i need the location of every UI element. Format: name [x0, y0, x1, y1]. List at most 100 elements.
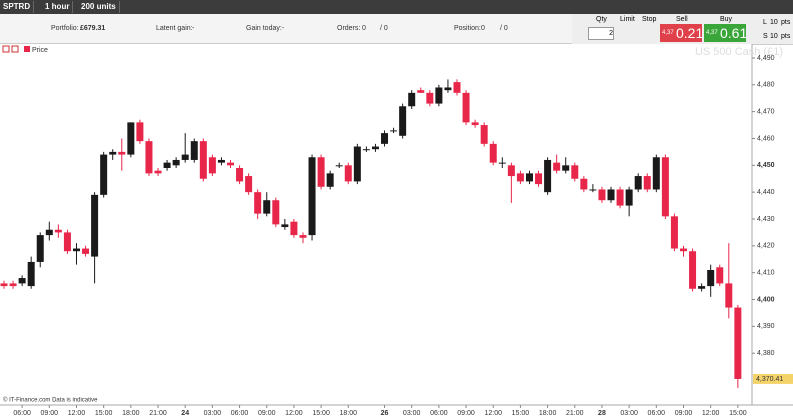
candle-body: [716, 267, 724, 284]
candle-body: [335, 165, 343, 167]
l-value[interactable]: 10: [770, 19, 778, 26]
candle-body: [652, 157, 660, 190]
candle-body: [236, 168, 244, 182]
x-tick-label: 18:00: [340, 410, 358, 417]
candle-body: [553, 162, 561, 171]
orders-total[interactable]: / 0: [380, 25, 388, 32]
candle-body: [453, 82, 461, 93]
x-tick-label: 15:00: [95, 410, 113, 417]
candle-body: [698, 286, 706, 289]
zoom-in[interactable]: [2, 45, 10, 53]
candle-body: [471, 122, 479, 126]
x-tick-label: 28: [598, 410, 606, 417]
instrument-select[interactable]: SPTRD: [0, 1, 35, 13]
y-tick-label: 4,460: [757, 135, 775, 142]
candle-body: [190, 141, 198, 160]
candle-body: [371, 146, 379, 150]
plot-area: [0, 44, 752, 405]
portfolio-label: Portfolio:: [51, 25, 79, 32]
x-tick-label: 24: [181, 410, 189, 417]
candle-body: [217, 159, 225, 163]
candle-body: [227, 162, 234, 166]
candle-body: [272, 200, 280, 225]
candle-body: [670, 216, 678, 249]
sell-label: Sell: [676, 16, 688, 23]
y-tick-label: 4,430: [757, 216, 775, 223]
y-tick-label: 4,420: [757, 243, 775, 250]
sell-big: 4,37: [662, 30, 674, 36]
s-value[interactable]: 10: [770, 33, 778, 40]
buy-label: Buy: [720, 16, 733, 23]
legend-label: Price: [32, 47, 48, 54]
x-tick-label: 06:00: [648, 410, 666, 417]
x-tick-label: 06:00: [430, 410, 448, 417]
candle-body: [145, 141, 153, 174]
last-price-label: 4,370.41: [756, 376, 783, 383]
candle-body: [118, 151, 126, 155]
candle-body: [435, 87, 443, 104]
x-tick-label: 18:00: [539, 410, 557, 417]
candle-body: [82, 248, 90, 254]
status-strip: Portfolio: £679.31 Latent gain: - Gain t…: [0, 14, 572, 44]
candle-body: [317, 157, 325, 187]
candle-body: [444, 87, 452, 91]
limit-button[interactable]: Limit: [620, 16, 635, 23]
candle-body: [344, 165, 352, 182]
portfolio: £679.31: [80, 25, 106, 32]
qty-input[interactable]: 2: [588, 27, 614, 40]
candle-body: [54, 229, 62, 233]
x-tick-label: 03:00: [620, 410, 638, 417]
candle-body: [27, 261, 35, 287]
candle-body: [163, 162, 171, 169]
sell-button[interactable]: 4,37 0.21: [660, 24, 704, 42]
zoom-out[interactable]: [11, 45, 19, 53]
position-total[interactable]: / 0: [500, 25, 508, 32]
x-tick-label: 12:00: [484, 410, 502, 417]
x-tick-label: 09:00: [258, 410, 276, 417]
candle-body: [91, 194, 99, 257]
position: 0: [481, 25, 485, 32]
candle-body: [0, 283, 8, 287]
interval-select[interactable]: 1 hour: [42, 1, 74, 13]
x-tick-label: 15:00: [729, 410, 747, 417]
candle-body: [63, 232, 71, 252]
candle-body: [661, 157, 669, 217]
x-tick-label: 15:00: [512, 410, 530, 417]
candle-body: [426, 92, 434, 104]
buy-small: 0.61: [720, 25, 748, 41]
candle-body: [290, 221, 298, 236]
candle-body: [535, 173, 543, 185]
candle-body: [254, 192, 262, 214]
candle-body: [643, 176, 651, 190]
candle-body: [544, 159, 552, 193]
candle-body: [562, 165, 570, 171]
y-tick-label: 4,440: [757, 189, 775, 196]
candle-body: [154, 170, 162, 174]
candle-body: [390, 130, 398, 132]
candle-body: [100, 154, 108, 195]
l-label: L: [763, 19, 767, 26]
sell-small: 0.21: [676, 25, 704, 41]
candle-body: [616, 189, 624, 206]
latent: -: [192, 25, 195, 32]
x-tick-label: 21:00: [566, 410, 584, 417]
candle-body: [417, 90, 425, 93]
y-tick-label: 4,450: [757, 162, 775, 169]
candle-body: [36, 235, 44, 262]
candle-body: [362, 149, 370, 151]
today-label: Gain today:: [246, 25, 282, 32]
candle-body: [498, 162, 506, 164]
buy-button[interactable]: 4,37 0.61: [704, 24, 748, 42]
stop-button[interactable]: Stop: [642, 16, 657, 23]
candle-body: [245, 176, 253, 193]
candle-body: [707, 269, 715, 287]
y-tick-label: 4,480: [757, 82, 775, 89]
y-tick-label: 4,410: [757, 270, 775, 277]
units-select[interactable]: 200 units: [78, 1, 120, 13]
candle-body: [680, 248, 687, 252]
candle-body: [263, 200, 271, 214]
x-tick-label: 03:00: [403, 410, 421, 417]
x-tick-label: 06:00: [231, 410, 249, 417]
candle-body: [172, 159, 180, 166]
